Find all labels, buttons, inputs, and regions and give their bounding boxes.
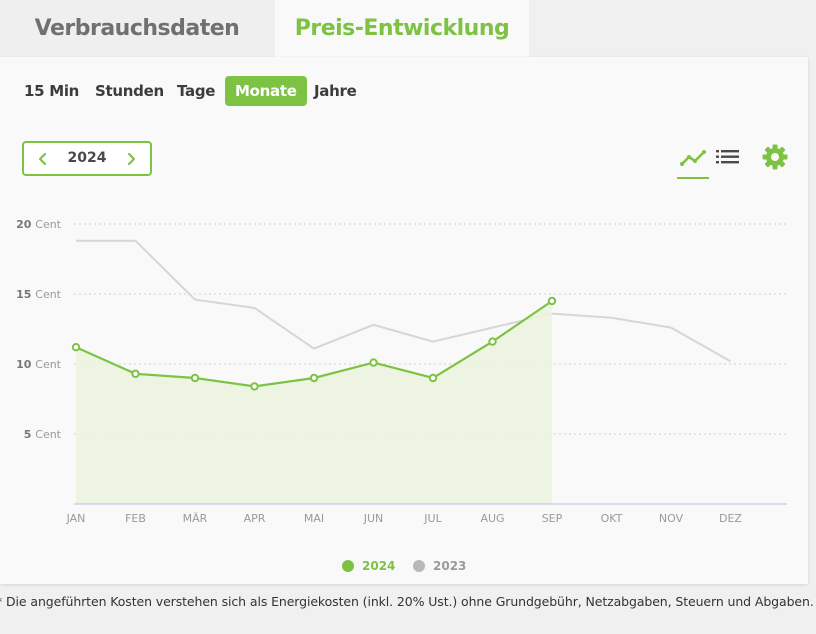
data-point-2024 [131,369,140,379]
year-next-button[interactable] [116,143,146,174]
x-tick-label: OKT [601,512,623,525]
x-tick-label: FEB [125,512,146,525]
year-prev-button[interactable] [28,143,58,174]
granularity-jahre[interactable]: Jahre [314,82,357,100]
line-chart-icon [677,150,709,179]
data-point-2024 [369,358,378,367]
y-tick-label: 15 Cent [16,288,62,301]
chevron-right-icon [127,152,136,165]
gear-icon [762,144,788,170]
x-tick-label: SEP [542,512,563,525]
list-icon [716,150,739,164]
legend-item-2024[interactable]: 2024 [342,558,395,574]
year-label: 2024 [67,150,107,166]
legend-dot-2024 [342,560,354,572]
legend-item-2023[interactable]: 2023 [413,558,466,574]
data-point-2024 [488,337,497,346]
series-area-2024 [76,301,552,504]
granularity-15min[interactable]: 15 Min [24,82,80,100]
chevron-left-icon [38,152,47,165]
data-point-2024 [428,373,438,383]
x-tick-label: AUG [480,512,504,525]
list-view-button[interactable] [715,146,741,168]
series-line-2023 [76,239,731,363]
tab-verbrauchsdaten[interactable]: Verbrauchsdaten [0,0,274,57]
data-point-2024 [250,382,259,391]
chart-view-button[interactable] [676,142,710,180]
granularity-monate[interactable]: Monate [225,76,307,106]
footnote: * Die angeführten Kosten verstehen sich … [0,594,814,609]
x-tick-label: DEZ [719,512,742,525]
granularity-tage[interactable]: Tage [177,82,216,100]
y-tick-label: 10 Cent [16,358,62,371]
y-tick-label: 5 Cent [24,428,62,441]
settings-button[interactable] [760,142,790,172]
x-tick-label: MÄR [183,512,208,525]
data-point-2024 [547,296,557,306]
legend-label-2023: 2023 [433,559,467,573]
x-tick-label: APR [244,512,266,525]
x-tick-label: JUL [423,512,442,525]
data-point-2024 [71,343,81,352]
data-point-2024 [190,373,200,383]
data-point-2024 [309,373,319,383]
legend-dot-2023 [413,560,425,572]
tab-preis-entwicklung[interactable]: Preis-Entwicklung [275,0,529,57]
x-tick-label: MAI [304,512,324,525]
price-chart: 20 Cent 15 Cent 10 Cent 5 Cent JAN FEB MÄR APR M… [16,218,787,525]
x-tick-label: JAN [66,512,86,525]
year-selector: 2024 [22,141,152,176]
y-tick-label: 20 Cent [16,218,62,231]
x-tick-label: JUN [363,512,384,525]
x-tick-label: NOV [659,512,684,525]
legend-label-2024: 2024 [362,559,396,573]
granularity-stunden[interactable]: Stunden [95,82,164,100]
